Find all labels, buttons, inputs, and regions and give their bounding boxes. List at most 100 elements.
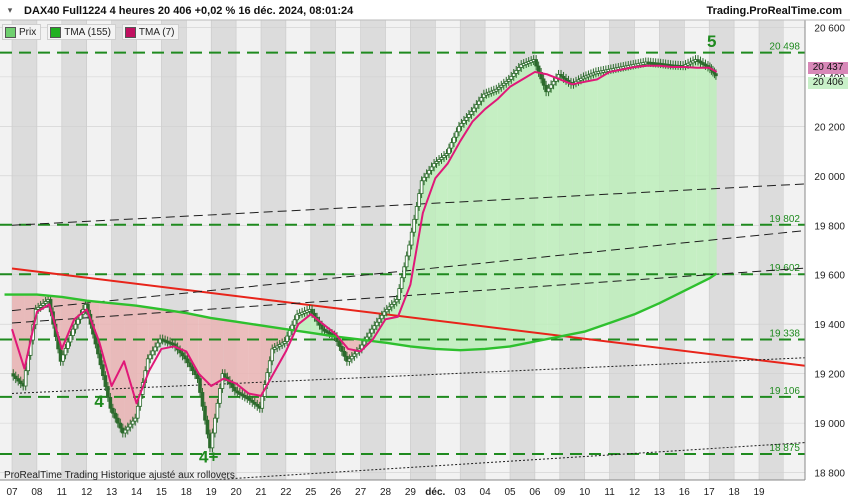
candle-body [193,370,197,376]
level-label: 19 802 [769,214,800,225]
candle-body [474,104,479,109]
candle-body [696,59,700,62]
bull-zone-fill [547,74,560,340]
bear-zone-fill [273,327,286,349]
candle-body [387,306,392,310]
bull-zone-fill [646,62,660,309]
candle-body [113,412,118,419]
candle-body [427,169,431,175]
candle-body [18,380,23,384]
bear-zone-fill [111,303,125,434]
trendline-resistance [11,267,805,367]
bear-zone-fill [12,294,25,387]
footer-note: ProRealTime Trading Historique ajusté au… [4,470,235,481]
candle-body [285,335,289,342]
candle-body [320,324,324,330]
candle-body [496,86,501,90]
candle-body [150,350,155,356]
candle-body [576,79,581,83]
candle-body [404,255,409,268]
tma-155-swatch-icon [50,26,62,38]
candle-body [247,397,252,401]
candle-body [394,299,399,303]
legend-item-prix[interactable]: Prix [2,24,42,40]
candle-body [245,396,250,400]
candle-body [399,277,404,289]
candle-body [11,373,16,377]
x-tick-label: 26 [330,487,342,498]
last-price-badge: 20 406 [808,77,848,89]
candle-body [467,114,471,118]
session-band [161,20,187,480]
tma-7-swatch-icon [124,26,136,38]
candle-body [213,417,217,434]
tma-7-value-badge: 20 437 [808,62,848,74]
bear-zone-fill [148,307,162,359]
trendline-channel-3 [11,267,805,324]
trendline-channel-5 [201,442,805,480]
candle-body [98,353,103,366]
candle-body [116,417,120,424]
legend-item-tma-7[interactable]: TMA (7) [121,24,180,40]
candle-body [414,206,419,220]
x-tick-label: 08 [31,487,43,498]
bull-zone-fill [422,163,436,349]
candle-body [384,308,389,313]
wave-annotation: 5 [707,32,716,51]
bear-zone-fill [248,323,261,409]
trendline-group [11,183,805,480]
x-tick-label: 16 [679,487,691,498]
candle-body [73,323,78,330]
x-tick-label: 12 [81,487,93,498]
candle-body [472,107,476,112]
wave-annotation: 4 [94,392,104,411]
candle-body [494,88,499,92]
bull-zone-fill [460,111,473,351]
legend-item-tma-155[interactable]: TMA (155) [47,24,116,40]
bear-zone-fill [186,313,199,379]
candle-body [546,87,551,93]
prix-swatch-icon [5,26,16,38]
candle-body [272,347,277,350]
candle-body [424,173,429,178]
candle-body [362,340,367,346]
bull-zone-fill [572,76,585,335]
candle-body [519,64,524,68]
candle-body [509,75,514,80]
x-tick-label: 21 [255,487,267,498]
bear-zone-fill [161,309,174,344]
collapse-arrow-icon[interactable]: ▾ [7,5,13,15]
x-tick-label: 15 [156,487,168,498]
candle-body [235,390,240,394]
candle-body [327,331,332,335]
candle-body [477,100,481,105]
trendline-channel-1 [11,183,805,226]
candle-body [516,67,521,71]
candle-body [429,166,434,171]
bull-zone-fill [709,66,717,279]
wave-annotation: 4+ [199,448,218,467]
candle-body [41,303,45,306]
candle-body [233,387,237,392]
legend-label: TMA (155) [64,26,111,38]
candle-body [511,73,516,77]
x-tick-label: 14 [131,487,143,498]
candle-body [447,147,451,154]
candle-body [703,63,708,67]
brand-label: Trading.ProRealTime.com [706,5,842,17]
candle-body [183,355,187,360]
candle-body [108,396,113,409]
level-label: 20 498 [769,42,800,53]
candle-body [432,163,436,168]
x-tick-label: 19 [753,487,765,498]
session-band [61,20,87,480]
bear-zone-fill [61,296,75,362]
bull-zone-fill [559,74,573,337]
x-tick-label: 06 [529,487,541,498]
x-tick-label: 13 [106,487,118,498]
candle-body [551,80,556,86]
x-tick-label: 19 [206,487,218,498]
bull-zone-fill [522,59,535,344]
